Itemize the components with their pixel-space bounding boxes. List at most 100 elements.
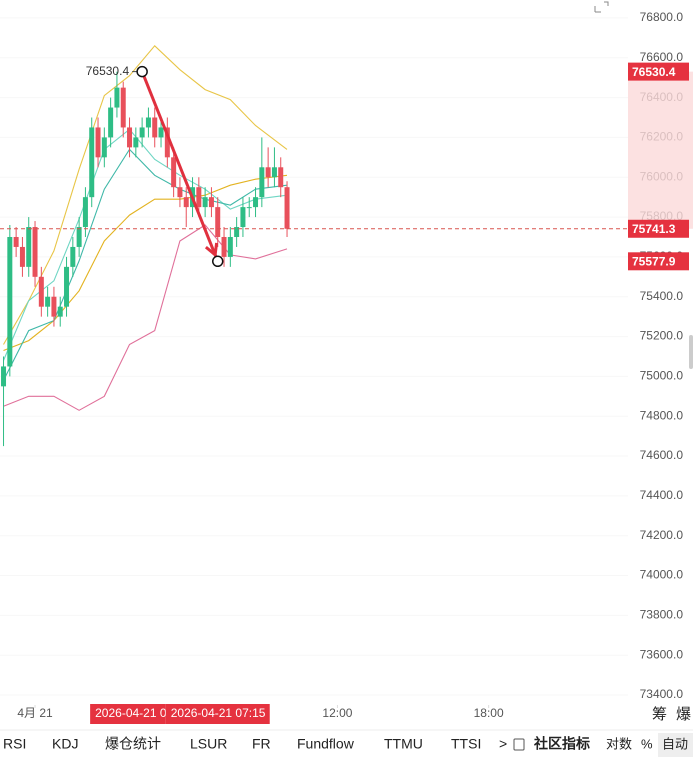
indicator-tab[interactable]: KDJ <box>52 736 78 752</box>
indicator-tab[interactable]: 爆仓统计 <box>105 736 161 752</box>
scale-option[interactable]: 自动 <box>662 736 688 751</box>
candle-body <box>183 197 189 208</box>
y-tick-label: 75200.0 <box>640 329 684 343</box>
trend-arrow <box>140 71 220 262</box>
price-tag <box>628 219 689 238</box>
indicator-tab[interactable]: FR <box>252 736 271 752</box>
edit-icon[interactable] <box>513 738 525 751</box>
candle-body <box>108 107 114 138</box>
range-shade <box>628 71 693 229</box>
arrow-head <box>204 242 219 258</box>
y-tick-label: 73400.0 <box>640 687 684 701</box>
candle-body <box>265 167 271 178</box>
scale-option[interactable]: 对数 <box>606 736 632 751</box>
y-tick-label: 73600.0 <box>640 647 684 661</box>
anchor-point[interactable] <box>211 255 224 268</box>
y-tick-label: 74200.0 <box>640 528 684 542</box>
candle-body <box>1 366 7 387</box>
more-arrow[interactable]: > <box>499 736 507 752</box>
y-tick-label: 74800.0 <box>640 408 684 422</box>
candle-body <box>227 236 233 257</box>
y-tick-label: 73800.0 <box>640 608 684 622</box>
anchor-point[interactable] <box>136 65 148 78</box>
side-handle[interactable] <box>689 335 693 369</box>
price-tag-label: 76530.4 <box>632 65 676 79</box>
price-tag-label: 75577.9 <box>632 254 676 268</box>
scale-option[interactable]: % <box>641 736 653 751</box>
indicator-tab[interactable]: LSUR <box>190 736 227 752</box>
auto-bg <box>658 733 693 757</box>
candle-body <box>82 197 88 228</box>
indicator-tab[interactable]: TTMU <box>384 736 423 752</box>
candle-body <box>177 187 183 198</box>
candle-body <box>202 197 208 208</box>
crosshair-box <box>90 704 166 724</box>
candle-body <box>152 117 158 138</box>
indicator-tab[interactable]: RSI <box>3 736 26 752</box>
candle-body <box>89 127 95 198</box>
candle-body <box>127 127 133 148</box>
candle-body <box>215 207 221 237</box>
candle-body <box>234 227 240 237</box>
candle-body <box>196 187 202 208</box>
community-tab[interactable]: 社区指标 <box>533 736 590 752</box>
indicator-tab[interactable]: Fundflow <box>297 736 355 752</box>
candle-body <box>95 127 101 158</box>
x-tick-label: 4月 21 <box>17 706 53 720</box>
candle-body <box>246 207 252 209</box>
candle-body <box>114 87 120 108</box>
candle-body <box>70 246 76 267</box>
expand-icon[interactable] <box>594 1 609 13</box>
candle-body <box>278 167 284 188</box>
candle-body <box>13 236 19 247</box>
candle-body <box>221 236 227 257</box>
crosshair-box <box>165 704 270 724</box>
indicator-line <box>3 44 288 345</box>
price-tag <box>628 252 689 271</box>
candle-body <box>45 296 51 307</box>
candle-body <box>240 207 246 228</box>
candle-body <box>259 167 265 198</box>
candle-body <box>253 197 259 208</box>
candle-body <box>32 227 38 277</box>
candle-body <box>76 227 82 247</box>
candle-body <box>120 87 126 128</box>
x-tick-label: 12:00 <box>322 706 352 720</box>
candle-body <box>64 266 70 307</box>
x-tick-label: 18:00 <box>474 706 504 720</box>
anchor-label: 76530.4 <box>86 64 130 78</box>
corner-button[interactable]: 筹 <box>652 706 667 723</box>
candle-body <box>7 236 13 367</box>
y-tick-label: 74000.0 <box>640 568 684 582</box>
candle-body <box>271 167 277 178</box>
crosshair-label: 2026-04-21 07:15 <box>171 706 266 720</box>
candle-body <box>57 306 63 317</box>
candle-body <box>208 197 214 208</box>
candle-body <box>164 127 170 158</box>
y-tick-label: 74400.0 <box>640 488 684 502</box>
price-tag <box>628 62 689 81</box>
indicator-line <box>3 174 288 352</box>
candle-body <box>145 117 151 128</box>
corner-button[interactable]: 爆 <box>676 706 691 723</box>
y-tick-label: 76800.0 <box>640 10 684 24</box>
candle-body <box>133 137 139 148</box>
candle-body <box>26 227 32 267</box>
y-tick-label: 74600.0 <box>640 448 684 462</box>
candle-body <box>171 157 177 188</box>
price-tag-label: 75741.3 <box>632 222 676 236</box>
indicator-line <box>3 148 288 381</box>
y-tick-label: 75000.0 <box>640 369 684 383</box>
crosshair-label: 2026-04-21 0 <box>95 706 167 720</box>
candle-body <box>51 296 57 317</box>
candle-body <box>38 276 44 307</box>
y-tick-label: 75400.0 <box>640 289 684 303</box>
candle-body <box>139 127 145 138</box>
candle-body <box>101 137 107 158</box>
indicator-tab[interactable]: TTSI <box>451 736 481 752</box>
y-tick-label: 76600.0 <box>640 50 684 64</box>
candle-body <box>158 127 164 138</box>
candle-body <box>19 246 25 267</box>
